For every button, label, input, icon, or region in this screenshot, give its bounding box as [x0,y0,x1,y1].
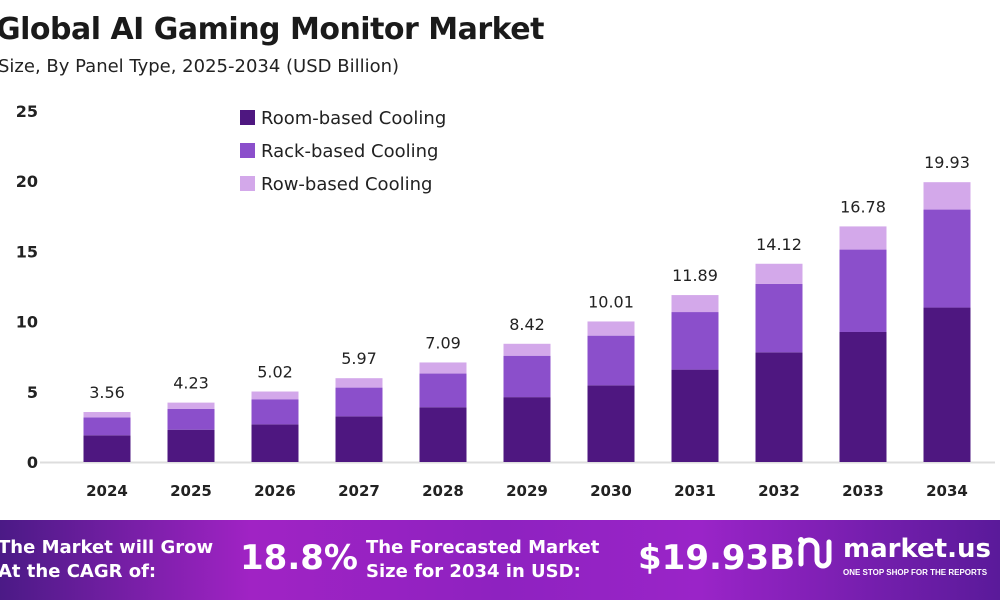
data-label: 19.93 [924,153,970,172]
bar-segment [755,263,803,284]
chart-title: Global AI Gaming Monitor Market [0,12,545,47]
y-tick-label: 15 [16,242,38,261]
data-label: 5.02 [257,363,293,382]
x-tick-label: 2031 [674,482,716,500]
bar-segment [671,312,719,370]
forecast-value: $19.93B [638,538,796,578]
bar-segment [167,429,215,462]
market-us-logo: market.us ONE STOP SHOP FOR THE REPORTS [795,534,991,578]
bar-segment [419,362,467,374]
cagr-value: 18.8% [240,538,358,578]
x-tick-label: 2024 [86,482,128,500]
chart-subtitle: Size, By Panel Type, 2025-2034 (USD Bill… [0,56,400,77]
x-tick-label: 2032 [758,482,800,500]
data-label: 16.78 [840,197,886,216]
data-label: 14.12 [756,235,802,254]
cagr-label-line2: At the CAGR of: [0,561,157,582]
cagr-label: The Market will Grow At the CAGR of: [0,536,213,584]
y-tick-label: 0 [27,453,38,472]
x-tick-label: 2028 [422,482,464,500]
data-label: 10.01 [588,292,634,311]
x-tick-label: 2034 [926,482,968,500]
bar-segment [83,417,131,436]
bar-segment [839,331,887,462]
forecast-label-line2: Size for 2034 in USD: [366,561,581,582]
footer-banner: The Market will Grow At the CAGR of: 18.… [0,520,1000,600]
forecast-label-line1: The Forecasted Market [366,537,600,558]
bar-segment [839,226,887,250]
bar-segment [923,209,971,308]
data-label: 3.56 [89,383,125,402]
bar-segment [335,378,383,388]
bar-segment [503,397,551,462]
legend-swatch [240,110,255,125]
bar-segment [419,373,467,408]
bar-segment [587,335,635,386]
bar-segment [587,385,635,462]
bar-segment [83,412,131,418]
logo-tagline: ONE STOP SHOP FOR THE REPORTS [843,568,988,577]
bar-segment [335,416,383,462]
bar-segment [671,369,719,462]
forecast-label: The Forecasted Market Size for 2034 in U… [366,536,599,584]
bar-segment [923,307,971,462]
data-label: 5.97 [341,349,377,368]
bar-segment [251,399,299,425]
bar-segment [923,182,971,210]
bar-segment [251,424,299,462]
legend-swatch [240,143,255,158]
legend-swatch [240,176,255,191]
bar-segment [755,352,803,462]
y-tick-label: 10 [16,313,38,332]
x-tick-label: 2026 [254,482,296,500]
data-label: 11.89 [672,266,718,285]
y-tick-label: 20 [16,172,38,191]
bar-segment [251,391,299,400]
legend-label: Room-based Cooling [261,108,446,129]
data-label: 7.09 [425,333,461,352]
bar-segment [335,387,383,417]
logo-text: market.us [843,534,991,564]
bar-segment [587,321,635,336]
legend-label: Row-based Cooling [261,174,432,195]
bar-segment [167,408,215,430]
y-tick-label: 5 [27,383,38,402]
bar-segment [755,283,803,353]
bar-segment [839,249,887,332]
legend-label: Rack-based Cooling [261,141,438,162]
x-tick-label: 2033 [842,482,884,500]
bar-segment [671,295,719,313]
bar-segment [503,343,551,356]
x-tick-label: 2029 [506,482,548,500]
x-tick-label: 2025 [170,482,212,500]
bar-segment [503,355,551,398]
data-label: 8.42 [509,315,545,334]
x-tick-label: 2027 [338,482,380,500]
x-tick-label: 2030 [590,482,632,500]
logo-icon [798,537,832,569]
data-label: 4.23 [173,374,209,393]
bar-segment [167,402,215,409]
y-tick-label: 25 [16,102,38,121]
bar-segment [83,435,131,462]
bar-segment [419,407,467,462]
cagr-label-line1: The Market will Grow [0,537,214,558]
